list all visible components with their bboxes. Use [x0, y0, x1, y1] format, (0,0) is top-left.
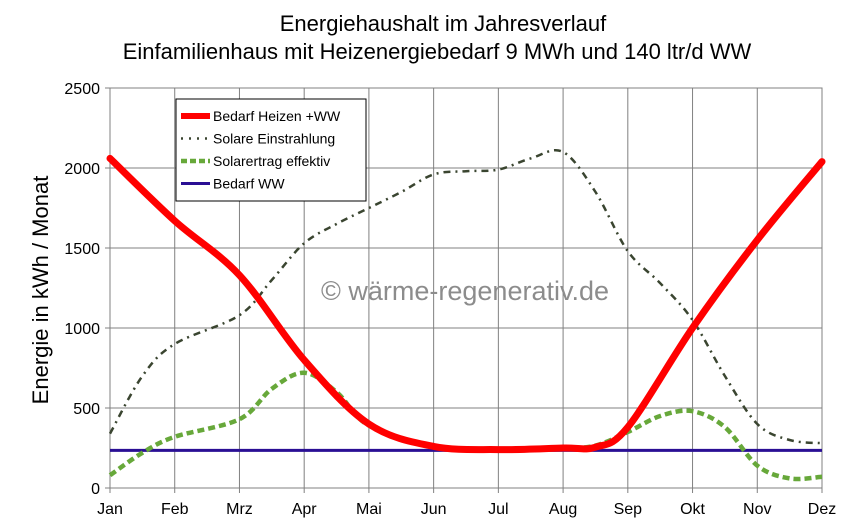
x-tick-label: Aug: [549, 501, 577, 518]
x-tick-label: Jul: [488, 501, 508, 518]
x-tick-label: Nov: [743, 501, 771, 518]
series-line-solarertrag-effektiv: [108, 370, 823, 482]
chart-subtitle: Einfamilienhaus mit Heizenergiebedarf 9 …: [123, 39, 752, 64]
y-tick-label: 500: [73, 401, 100, 418]
x-tick-label: Jun: [421, 501, 447, 518]
legend-label: Bedarf WW: [213, 176, 285, 192]
x-tick-label: Sep: [614, 501, 643, 518]
legend-label: Solarertrag effektiv: [213, 153, 330, 169]
y-axis-title: Energie in kWh / Monat: [28, 176, 53, 405]
series: [106, 148, 826, 482]
x-tick-label: Apr: [292, 501, 318, 518]
chart-title: Energiehaushalt im Jahresverlauf: [280, 11, 607, 36]
y-tick-label: 0: [91, 481, 100, 498]
series-line-bedarf-heizen-ww: [106, 154, 826, 454]
plot-area: 0 500 1000 1500 2000 2500 Jan Feb Mrz Apr Mai Jun Ju…: [64, 81, 836, 518]
x-tick-label: Mai: [356, 501, 382, 518]
legend: Bedarf Heizen +WW Solare Einstrahlung Sola…: [175, 98, 367, 202]
x-tick-label: Okt: [680, 501, 705, 518]
x-tick-label: Feb: [161, 501, 189, 518]
legend-entries: Bedarf Heizen +WW Solare Einstrahlung Sola…: [181, 108, 341, 192]
axes: 0 500 1000 1500 2000 2500 Jan Feb Mrz Apr Mai Jun Ju…: [64, 81, 836, 518]
legend-label: Solare Einstrahlung: [213, 131, 335, 147]
watermark: © wärme-regenerativ.de: [321, 276, 609, 306]
legend-label: Bedarf Heizen +WW: [213, 108, 341, 124]
y-tick-label: 1500: [64, 241, 100, 258]
y-tick-label: 1000: [64, 321, 100, 338]
x-tick-label: Dez: [808, 501, 836, 518]
x-tick-label: Mrz: [226, 501, 253, 518]
y-tick-label: 2000: [64, 161, 100, 178]
y-tick-label: 2500: [64, 81, 100, 98]
x-tick-label: Jan: [97, 501, 123, 518]
series-line-solare-einstrahlung: [108, 148, 823, 445]
